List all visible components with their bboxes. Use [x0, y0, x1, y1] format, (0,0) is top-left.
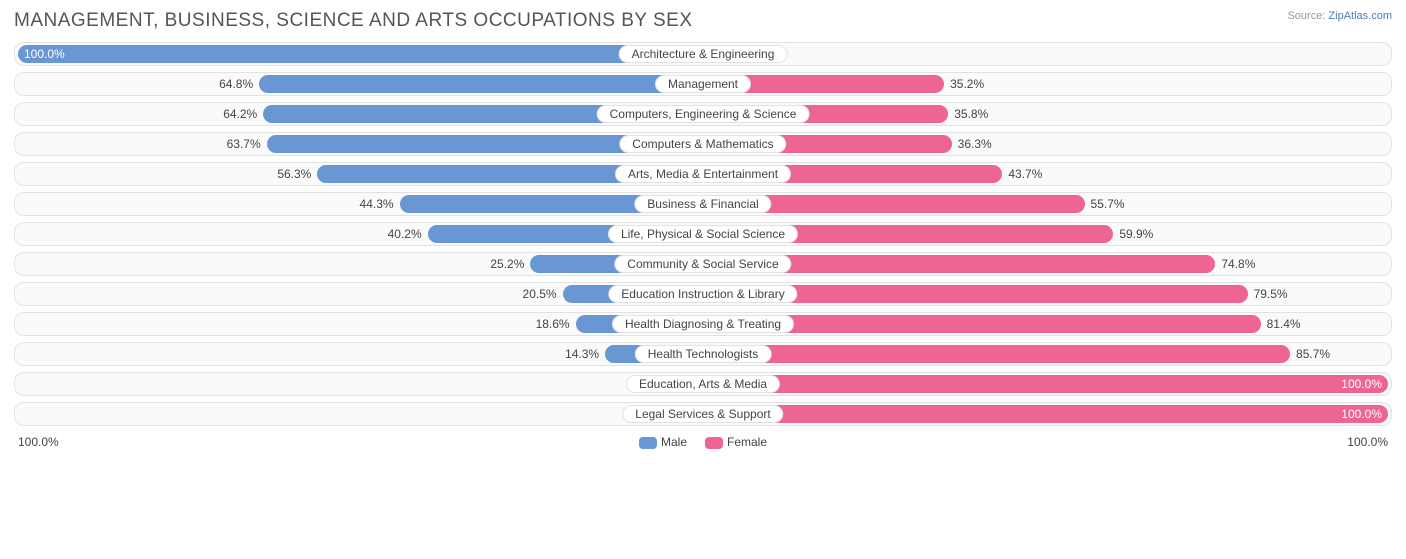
female-pct-label: 43.7% [1008, 167, 1042, 181]
chart-row-inner: 64.8% 35.2% Management [18, 75, 1388, 93]
chart-row-inner: 40.2% 59.9% Life, Physical & Social Scienc… [18, 225, 1388, 243]
male-pct-label: 63.7% [227, 137, 261, 151]
chart-row-inner: 25.2% 74.8% Community & Social Service [18, 255, 1388, 273]
male-pct-label: 100.0% [24, 47, 65, 61]
legend-female-label: Female [727, 435, 767, 449]
female-bar [703, 345, 1290, 363]
female-pct-label: 55.7% [1091, 197, 1125, 211]
chart-row: 100.0%0.0%Architecture & Engineering [14, 42, 1392, 66]
female-pct-label: 79.5% [1254, 287, 1288, 301]
swatch-female [705, 437, 723, 449]
male-pct-label: 64.8% [219, 77, 253, 91]
male-pct-label: 25.2% [490, 257, 524, 271]
chart-row: 40.2% 59.9% Life, Physical & Social Scienc… [14, 222, 1392, 246]
category-label: Management [655, 75, 751, 93]
chart-row: 56.3% 43.7% Arts, Media & Entertainment [14, 162, 1392, 186]
category-label: Architecture & Engineering [619, 45, 788, 63]
category-label: Health Technologists [635, 345, 772, 363]
female-pct-label: 81.4% [1267, 317, 1301, 331]
chart-row-inner: 44.3% 55.7% Business & Financial [18, 195, 1388, 213]
male-pct-label: 18.6% [536, 317, 570, 331]
category-label: Community & Social Service [614, 255, 791, 273]
axis-left-label: 100.0% [18, 435, 59, 449]
female-pct-label: 35.8% [954, 107, 988, 121]
female-pct-label: 85.7% [1296, 347, 1330, 361]
chart-row: 0.0%100.0%Education, Arts & Media [14, 372, 1392, 396]
chart-header: MANAGEMENT, BUSINESS, SCIENCE AND ARTS O… [14, 10, 1392, 32]
legend-male: Male [639, 435, 687, 449]
chart-row: 64.8% 35.2% Management [14, 72, 1392, 96]
swatch-male [639, 437, 657, 449]
female-pct-label: 36.3% [958, 137, 992, 151]
chart-row-inner: 56.3% 43.7% Arts, Media & Entertainment [18, 165, 1388, 183]
female-pct-label: 35.2% [950, 77, 984, 91]
chart-source: Source: ZipAtlas.com [1287, 10, 1392, 22]
chart-row: 14.3% 85.7% Health Technologists [14, 342, 1392, 366]
legend-female: Female [705, 435, 767, 449]
female-pct-label: 100.0% [1341, 377, 1382, 391]
male-pct-label: 64.2% [223, 107, 257, 121]
chart-row-inner: 100.0%0.0%Architecture & Engineering [18, 45, 1388, 63]
chart-row-inner: 0.0%100.0%Education, Arts & Media [18, 375, 1388, 393]
chart-row-inner: 63.7% 36.3% Computers & Mathematics [18, 135, 1388, 153]
category-label: Computers, Engineering & Science [597, 105, 810, 123]
chart-row-inner: 0.0%100.0%Legal Services & Support [18, 405, 1388, 423]
axis-right-label: 100.0% [1347, 435, 1388, 449]
category-label: Business & Financial [634, 195, 771, 213]
male-bar [259, 75, 703, 93]
legend-male-label: Male [661, 435, 687, 449]
male-pct-label: 44.3% [360, 197, 394, 211]
chart-rows: 100.0%0.0%Architecture & Engineering 64.8… [14, 42, 1392, 426]
legend: Male Female [639, 435, 767, 449]
female-pct-label: 59.9% [1119, 227, 1153, 241]
chart-row: 44.3% 55.7% Business & Financial [14, 192, 1392, 216]
male-pct-label: 14.3% [565, 347, 599, 361]
chart-row-inner: 20.5% 79.5% Education Instruction & Librar… [18, 285, 1388, 303]
male-pct-label: 56.3% [277, 167, 311, 181]
female-bar [703, 405, 1388, 423]
source-prefix: Source: [1287, 10, 1328, 22]
female-bar [703, 375, 1388, 393]
category-label: Education Instruction & Library [608, 285, 797, 303]
male-pct-label: 40.2% [388, 227, 422, 241]
chart-row: 25.2% 74.8% Community & Social Service [14, 252, 1392, 276]
chart-row-inner: 14.3% 85.7% Health Technologists [18, 345, 1388, 363]
category-label: Legal Services & Support [622, 405, 783, 423]
chart-row: 18.6% 81.4% Health Diagnosing & Treating [14, 312, 1392, 336]
chart-footer: 100.0% Male Female 100.0% [14, 432, 1392, 452]
category-label: Health Diagnosing & Treating [612, 315, 794, 333]
male-pct-label: 20.5% [523, 287, 557, 301]
chart-row: 63.7% 36.3% Computers & Mathematics [14, 132, 1392, 156]
female-pct-label: 74.8% [1221, 257, 1255, 271]
category-label: Computers & Mathematics [619, 135, 786, 153]
category-label: Education, Arts & Media [626, 375, 780, 393]
chart-row: 20.5% 79.5% Education Instruction & Librar… [14, 282, 1392, 306]
category-label: Life, Physical & Social Science [608, 225, 798, 243]
chart-title: MANAGEMENT, BUSINESS, SCIENCE AND ARTS O… [14, 10, 693, 32]
category-label: Arts, Media & Entertainment [615, 165, 791, 183]
female-pct-label: 100.0% [1341, 407, 1382, 421]
chart-row-inner: 18.6% 81.4% Health Diagnosing & Treating [18, 315, 1388, 333]
chart-row: 64.2% 35.8% Computers, Engineering & Scien… [14, 102, 1392, 126]
chart-row: 0.0%100.0%Legal Services & Support [14, 402, 1392, 426]
male-bar [18, 45, 703, 63]
chart-row-inner: 64.2% 35.8% Computers, Engineering & Scien… [18, 105, 1388, 123]
source-link[interactable]: ZipAtlas.com [1328, 10, 1392, 22]
